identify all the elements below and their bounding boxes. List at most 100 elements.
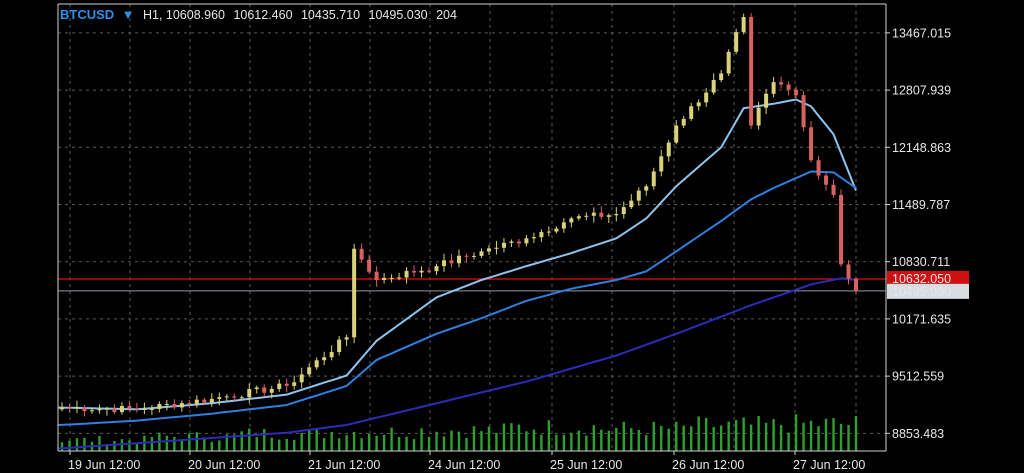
candle-71[interactable] xyxy=(591,207,596,223)
candle-104[interactable] xyxy=(839,189,844,267)
candle-22[interactable] xyxy=(224,394,229,401)
candle-51[interactable] xyxy=(442,253,447,272)
candle-19[interactable] xyxy=(202,397,207,405)
candle-67[interactable] xyxy=(561,218,566,233)
candle-50[interactable] xyxy=(434,263,439,275)
candle-20[interactable] xyxy=(209,393,214,407)
candle-7[interactable] xyxy=(112,404,117,415)
candle-47[interactable] xyxy=(412,265,417,277)
candle-31[interactable] xyxy=(292,375,297,390)
candle-29[interactable] xyxy=(277,379,282,392)
candle-105[interactable] xyxy=(846,260,851,285)
candle-66[interactable] xyxy=(554,226,559,234)
candle-53[interactable] xyxy=(457,249,461,268)
candle-46[interactable] xyxy=(404,267,409,284)
candle-79[interactable] xyxy=(651,167,656,190)
candle-28[interactable] xyxy=(269,385,274,399)
candle-44[interactable] xyxy=(389,274,394,283)
candle-97[interactable] xyxy=(786,81,791,96)
candle-52[interactable] xyxy=(449,253,454,268)
candle-96[interactable] xyxy=(779,76,784,89)
candle-14[interactable] xyxy=(164,400,169,411)
candle-78[interactable] xyxy=(644,184,649,196)
candle-89[interactable] xyxy=(726,49,731,76)
candle-3[interactable] xyxy=(82,404,87,417)
candle-42[interactable] xyxy=(374,266,379,287)
candle-87[interactable] xyxy=(711,73,716,95)
candle-73[interactable] xyxy=(606,213,611,223)
candle-69[interactable] xyxy=(576,213,581,221)
candle-8[interactable] xyxy=(119,402,124,415)
candle-55[interactable] xyxy=(471,252,476,260)
candle-17[interactable] xyxy=(187,400,192,408)
candle-58[interactable] xyxy=(494,240,499,255)
candle-49[interactable] xyxy=(427,267,432,274)
candle-10[interactable] xyxy=(134,402,139,413)
candle-100[interactable] xyxy=(809,121,814,163)
candle-4[interactable] xyxy=(89,407,94,414)
candle-5[interactable] xyxy=(97,404,102,414)
candle-40[interactable] xyxy=(359,243,364,263)
candle-81[interactable] xyxy=(666,140,671,162)
candle-25[interactable] xyxy=(247,383,252,404)
candlesticks[interactable] xyxy=(60,13,858,417)
candle-102[interactable] xyxy=(824,172,829,191)
candle-86[interactable] xyxy=(704,88,709,107)
candle-72[interactable] xyxy=(599,206,604,220)
candle-75[interactable] xyxy=(621,201,626,219)
candle-18[interactable] xyxy=(194,395,199,408)
candle-26[interactable] xyxy=(254,385,259,394)
candle-74[interactable] xyxy=(614,207,619,222)
candle-88[interactable] xyxy=(719,69,724,83)
candle-34[interactable] xyxy=(314,357,319,370)
candle-106[interactable] xyxy=(854,276,858,295)
candle-32[interactable] xyxy=(299,367,304,389)
candle-101[interactable] xyxy=(816,155,821,180)
symbol-name[interactable]: BTCUSD xyxy=(60,7,114,22)
candle-80[interactable] xyxy=(659,149,664,177)
candle-65[interactable] xyxy=(546,226,551,237)
candle-91[interactable] xyxy=(741,13,746,35)
candle-0[interactable] xyxy=(60,402,64,412)
candle-68[interactable] xyxy=(569,216,574,228)
candle-48[interactable] xyxy=(419,266,424,278)
candle-37[interactable] xyxy=(337,336,342,356)
candle-9[interactable] xyxy=(127,400,132,412)
candle-76[interactable] xyxy=(629,194,634,209)
candle-12[interactable] xyxy=(149,405,154,416)
candle-54[interactable] xyxy=(464,253,469,263)
candle-43[interactable] xyxy=(382,272,387,284)
candle-38[interactable] xyxy=(344,334,349,347)
candle-6[interactable] xyxy=(104,406,109,416)
candle-98[interactable] xyxy=(794,86,799,101)
candle-93[interactable] xyxy=(756,101,761,130)
candle-27[interactable] xyxy=(262,384,267,397)
candle-39[interactable] xyxy=(352,243,357,344)
candle-103[interactable] xyxy=(831,179,836,198)
candle-60[interactable] xyxy=(509,239,514,247)
price-axis[interactable]: 13467.015 12807.939 12148.863 11489.787 1083… xyxy=(886,26,951,441)
candle-41[interactable] xyxy=(367,254,372,275)
candle-21[interactable] xyxy=(217,392,222,406)
candle-95[interactable] xyxy=(771,76,776,98)
candle-11[interactable] xyxy=(142,402,147,415)
candle-83[interactable] xyxy=(681,115,686,128)
candle-59[interactable] xyxy=(501,237,506,253)
candle-61[interactable] xyxy=(516,238,521,248)
candle-99[interactable] xyxy=(801,91,806,132)
candle-57[interactable] xyxy=(486,244,491,255)
candle-36[interactable] xyxy=(329,345,334,361)
candle-45[interactable] xyxy=(397,272,402,281)
candle-82[interactable] xyxy=(674,120,679,145)
candle-35[interactable] xyxy=(322,351,327,366)
candle-64[interactable] xyxy=(539,229,544,242)
candle-70[interactable] xyxy=(584,212,589,221)
candle-1[interactable] xyxy=(67,403,72,413)
candle-15[interactable] xyxy=(172,399,177,410)
candle-92[interactable] xyxy=(749,13,754,129)
candle-90[interactable] xyxy=(734,28,739,55)
candle-23[interactable] xyxy=(232,393,237,402)
candle-63[interactable] xyxy=(531,232,536,244)
candle-84[interactable] xyxy=(689,102,694,121)
